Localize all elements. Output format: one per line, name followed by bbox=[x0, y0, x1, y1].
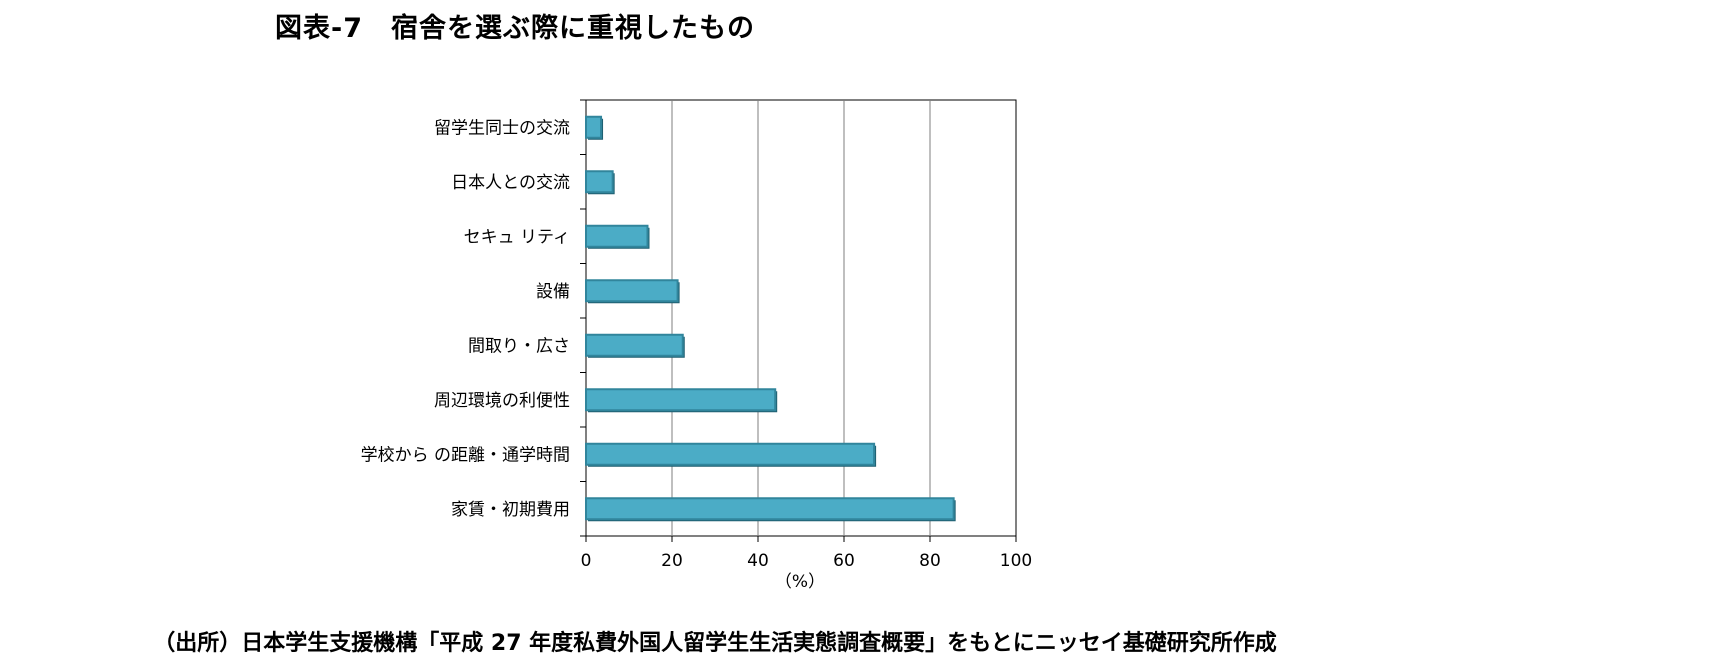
x-tick-label: 0 bbox=[581, 551, 592, 571]
chart-title: 図表-7 宿舎を選ぶ際に重視したもの bbox=[275, 13, 755, 44]
category-label: 学校から の距離・通学時間 bbox=[361, 445, 570, 465]
category-label: 間取り・広さ bbox=[468, 336, 570, 356]
category-label: 周辺環境の利便性 bbox=[434, 391, 570, 411]
x-tick-label: 60 bbox=[833, 551, 855, 571]
category-label: 設備 bbox=[536, 282, 570, 302]
bar bbox=[585, 333, 684, 357]
x-tick-label: 80 bbox=[919, 551, 941, 571]
category-label: 日本人との交流 bbox=[451, 173, 570, 193]
category-label: 家賃・初期費用 bbox=[451, 500, 570, 520]
category-label: セキュ リティ bbox=[464, 227, 570, 247]
x-axis-label: （%） bbox=[775, 572, 825, 592]
plot-frame bbox=[585, 99, 1017, 537]
bar bbox=[585, 442, 876, 466]
bar bbox=[585, 170, 614, 194]
bar bbox=[585, 279, 679, 303]
category-label: 留学生同士の交流 bbox=[434, 118, 570, 138]
bar bbox=[585, 115, 603, 139]
source-note: （出所）日本学生支援機構「平成 27 年度私費外国人留学生生活実態調査概要」をも… bbox=[153, 631, 1277, 656]
bar bbox=[585, 497, 955, 521]
x-tick-label: 40 bbox=[747, 551, 769, 571]
x-tick-label: 20 bbox=[661, 551, 683, 571]
bar bbox=[585, 224, 649, 248]
x-tick-label: 100 bbox=[1000, 551, 1032, 571]
bar bbox=[585, 388, 777, 412]
